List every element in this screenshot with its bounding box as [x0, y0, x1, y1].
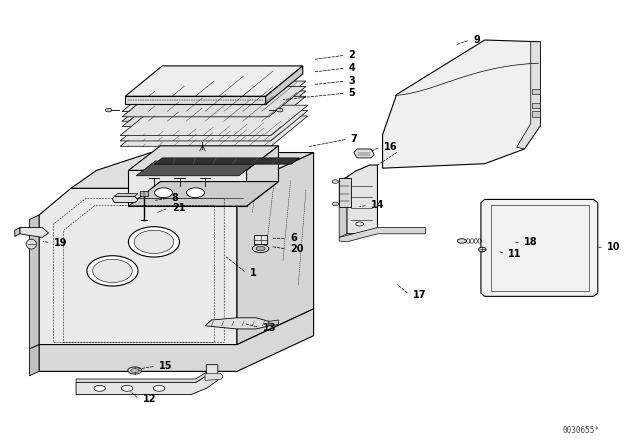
Polygon shape: [481, 199, 598, 296]
Text: 16: 16: [384, 142, 397, 152]
Ellipse shape: [154, 385, 165, 391]
Polygon shape: [120, 105, 308, 136]
Text: 13: 13: [262, 323, 276, 332]
Text: 12: 12: [143, 394, 156, 404]
Polygon shape: [205, 374, 223, 380]
Text: 5: 5: [349, 88, 355, 98]
Text: 19: 19: [54, 238, 67, 248]
Polygon shape: [15, 228, 20, 237]
FancyBboxPatch shape: [254, 235, 267, 244]
Text: 20: 20: [290, 244, 303, 254]
Text: 3: 3: [349, 76, 355, 86]
Polygon shape: [122, 91, 306, 121]
Polygon shape: [122, 86, 306, 117]
Polygon shape: [339, 228, 426, 242]
Polygon shape: [120, 111, 308, 141]
Polygon shape: [115, 194, 138, 196]
Ellipse shape: [478, 247, 486, 252]
Polygon shape: [532, 103, 540, 108]
Ellipse shape: [129, 227, 179, 257]
Text: 2: 2: [349, 50, 355, 60]
Ellipse shape: [252, 245, 269, 253]
Polygon shape: [129, 146, 278, 170]
Polygon shape: [266, 66, 303, 104]
Ellipse shape: [94, 385, 106, 391]
Text: 14: 14: [371, 200, 385, 210]
Polygon shape: [125, 66, 303, 96]
Polygon shape: [129, 170, 246, 206]
Polygon shape: [205, 318, 269, 329]
Ellipse shape: [332, 202, 339, 206]
Polygon shape: [29, 215, 39, 349]
Ellipse shape: [134, 230, 173, 254]
Polygon shape: [516, 42, 540, 149]
Polygon shape: [532, 112, 540, 117]
Ellipse shape: [93, 259, 132, 283]
Polygon shape: [237, 152, 314, 345]
Text: 8: 8: [172, 193, 179, 203]
Text: 4: 4: [349, 63, 355, 73]
Polygon shape: [532, 89, 540, 95]
Text: 10: 10: [607, 242, 621, 252]
Polygon shape: [122, 96, 306, 127]
Polygon shape: [71, 152, 314, 188]
Polygon shape: [339, 177, 347, 237]
Ellipse shape: [458, 239, 467, 243]
Text: 11: 11: [508, 249, 522, 259]
Text: 18: 18: [524, 237, 538, 247]
Polygon shape: [29, 345, 39, 376]
Ellipse shape: [256, 246, 265, 251]
Polygon shape: [339, 178, 351, 207]
Ellipse shape: [332, 180, 339, 183]
Polygon shape: [39, 309, 314, 371]
Text: 21: 21: [172, 203, 186, 213]
Ellipse shape: [122, 385, 133, 391]
Polygon shape: [136, 161, 258, 176]
Ellipse shape: [186, 188, 204, 198]
Ellipse shape: [155, 188, 173, 198]
Text: 17: 17: [413, 289, 426, 300]
Polygon shape: [39, 188, 237, 345]
Ellipse shape: [26, 239, 36, 249]
Polygon shape: [122, 81, 306, 112]
Polygon shape: [354, 149, 374, 158]
Ellipse shape: [87, 256, 138, 286]
Polygon shape: [76, 372, 206, 383]
Ellipse shape: [356, 222, 364, 226]
FancyBboxPatch shape: [140, 191, 148, 196]
Text: 6: 6: [290, 233, 297, 243]
Polygon shape: [125, 96, 266, 104]
Polygon shape: [246, 146, 278, 206]
Text: 0030655*: 0030655*: [562, 426, 599, 435]
Polygon shape: [20, 228, 49, 237]
Polygon shape: [383, 40, 540, 168]
Polygon shape: [269, 320, 278, 326]
Text: 15: 15: [159, 361, 173, 371]
Text: 1: 1: [250, 268, 257, 278]
Ellipse shape: [131, 368, 139, 372]
Text: 7: 7: [351, 134, 357, 144]
Ellipse shape: [276, 108, 283, 112]
Ellipse shape: [106, 108, 112, 112]
Polygon shape: [120, 116, 308, 146]
Polygon shape: [129, 181, 278, 206]
Ellipse shape: [128, 367, 142, 374]
Polygon shape: [113, 196, 138, 202]
Text: 9: 9: [473, 35, 480, 45]
Polygon shape: [347, 165, 378, 234]
Polygon shape: [76, 365, 218, 395]
Polygon shape: [154, 158, 300, 164]
